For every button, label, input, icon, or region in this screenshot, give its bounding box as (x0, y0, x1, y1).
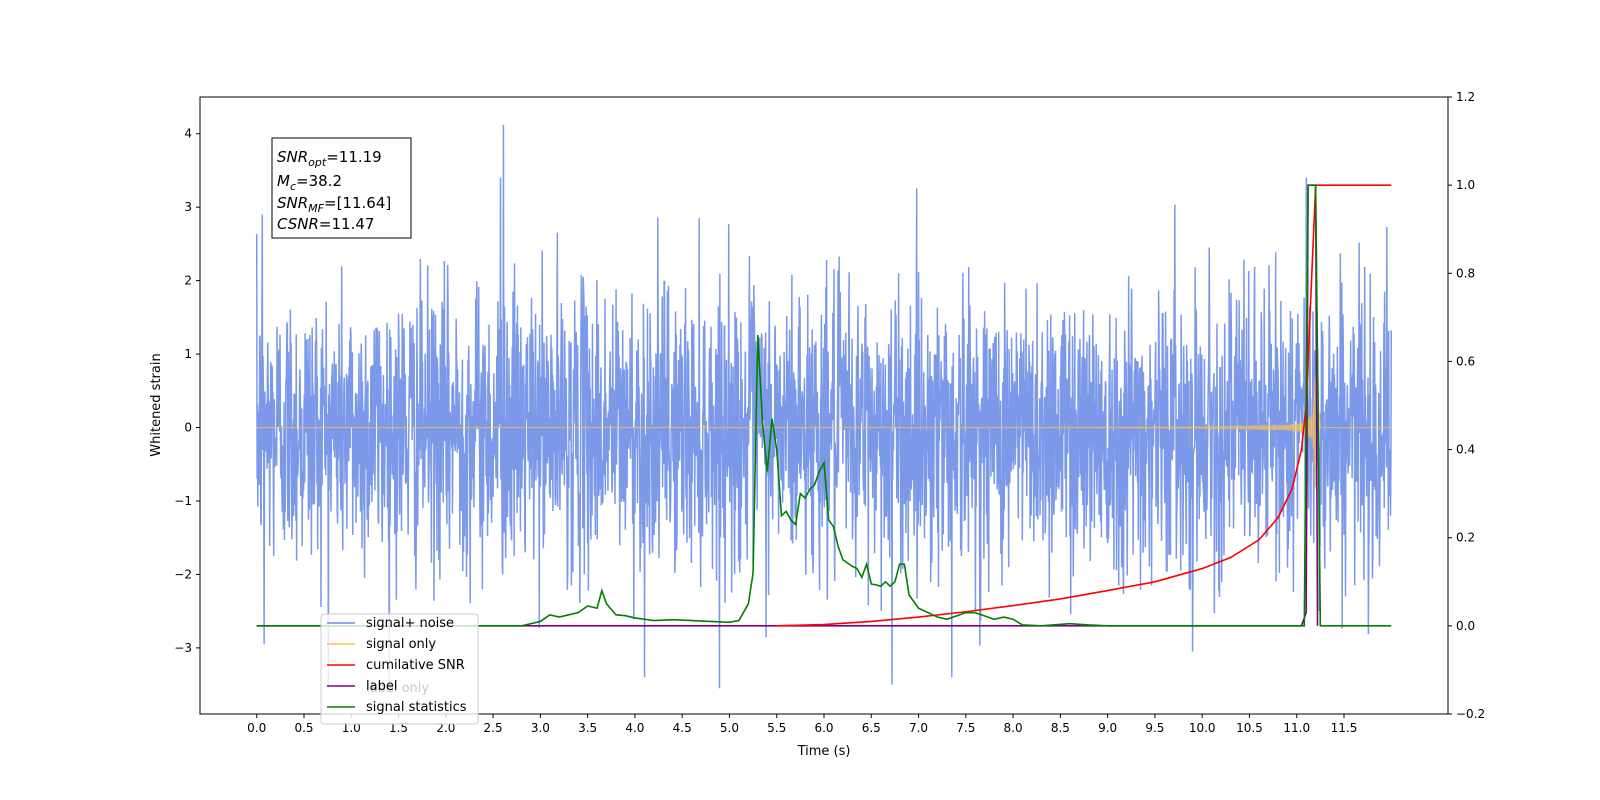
x-tick-label: 0.5 (294, 721, 313, 735)
y-tick-label: −1 (174, 494, 192, 508)
y2-tick-label: −0.2 (1456, 707, 1485, 721)
annotation-box: SNRopt=11.19 Mc=38.2 SNRMF=[11.64] CSNR=… (271, 137, 412, 239)
annotation-line-4: CSNR=11.47 (277, 215, 374, 233)
x-tick-label: 6.0 (814, 721, 833, 735)
x-axis: 0.0 0.5 1.0 1.5 2.0 2.5 3.0 3.5 4.0 4.5 5.0 5.5 6.0 6… (247, 714, 1357, 735)
legend-label: label (366, 679, 397, 694)
y2-tick-label: 0.6 (1456, 354, 1475, 368)
x-tick-label: 5.0 (720, 721, 739, 735)
y-tick-label: 4 (184, 127, 192, 141)
series-signal-only (256, 374, 1392, 490)
annotation-line-3-rest: =[11.64] (324, 194, 391, 212)
y2-tick-label: 0.0 (1456, 619, 1475, 633)
x-tick-label: 11.5 (1331, 721, 1358, 735)
y-tick-label: 0 (184, 421, 192, 435)
y-tick-label: 1 (184, 347, 192, 361)
x-axis-label: Time (s) (797, 744, 851, 759)
legend-label: signal+ noise (366, 616, 454, 631)
annotation-line-1: SNRopt=11.19 (277, 148, 382, 169)
x-tick-label: 10.5 (1236, 721, 1263, 735)
annotation-line-2-rest: =38.2 (296, 172, 342, 190)
legend-label: signal only (366, 637, 436, 652)
legend: label only signal+ noise signal only cumil… (320, 613, 479, 725)
x-tick-label: 11.0 (1283, 721, 1310, 735)
x-tick-label: 3.5 (578, 721, 597, 735)
x-tick-label: 4.0 (625, 721, 644, 735)
x-tick-label: 7.5 (956, 721, 975, 735)
x-tick-label: 7.0 (909, 721, 928, 735)
x-tick-label: 2.5 (484, 721, 503, 735)
y-tick-label: −2 (174, 567, 192, 581)
y-axis-left: −3 −2 −1 0 1 2 3 4 (174, 127, 200, 655)
annotation-line-4-main: CSNR (277, 215, 319, 233)
legend-label: signal statistics (366, 700, 467, 715)
legend-hidden-label: label only (366, 681, 429, 696)
x-tick-label: 9.0 (1098, 721, 1117, 735)
x-tick-label: 8.5 (1051, 721, 1070, 735)
annotation-line-2: Mc=38.2 (277, 172, 342, 193)
series-signal-noise (255, 124, 1393, 689)
y2-tick-label: 0.4 (1456, 443, 1475, 457)
x-tick-label: 4.5 (673, 721, 692, 735)
y2-tick-label: 1.0 (1456, 178, 1475, 192)
x-tick-label: 10.0 (1189, 721, 1216, 735)
series-layer (255, 124, 1393, 689)
annotation-line-2-sub: c (290, 180, 296, 193)
annotation-line-3: SNRMF=[11.64] (277, 194, 391, 215)
annotation-line-1-main: SNR (277, 148, 308, 166)
y2-tick-label: 1.2 (1456, 90, 1475, 104)
annotation-line-1-rest: =11.19 (326, 148, 382, 166)
x-tick-label: 3.0 (531, 721, 550, 735)
y-axis-right: −0.2 0.0 0.2 0.4 0.6 0.8 1.0 1.2 (1448, 90, 1485, 721)
annotation-line-2-main: M (277, 172, 290, 190)
annotation-line-4-rest: =11.47 (319, 215, 375, 233)
annotation-line-3-sub: MF (308, 202, 324, 215)
x-tick-label: 5.5 (767, 721, 786, 735)
x-tick-label: 6.5 (862, 721, 881, 735)
x-tick-label: 0.0 (247, 721, 266, 735)
annotation-frame (271, 137, 412, 239)
y2-tick-label: 0.2 (1456, 531, 1475, 545)
legend-items: signal+ noise signal only cumilative SNR la… (327, 616, 467, 715)
y-axis-label: Whitened strain (149, 353, 164, 456)
x-tick-label: 8.0 (1004, 721, 1023, 735)
y-tick-label: 3 (184, 200, 192, 214)
legend-label: cumilative SNR (366, 658, 465, 673)
series-signal-statistics (256, 184, 1392, 627)
legend-frame (320, 613, 479, 725)
annotation-line-1-sub: opt (308, 156, 327, 169)
y-tick-label: 2 (184, 274, 192, 288)
series-cumulative-snr (776, 184, 1392, 627)
y-tick-label: −3 (174, 641, 192, 655)
annotation-line-3-main: SNR (277, 194, 308, 212)
y2-tick-label: 0.8 (1456, 266, 1475, 280)
x-tick-label: 9.5 (1145, 721, 1164, 735)
